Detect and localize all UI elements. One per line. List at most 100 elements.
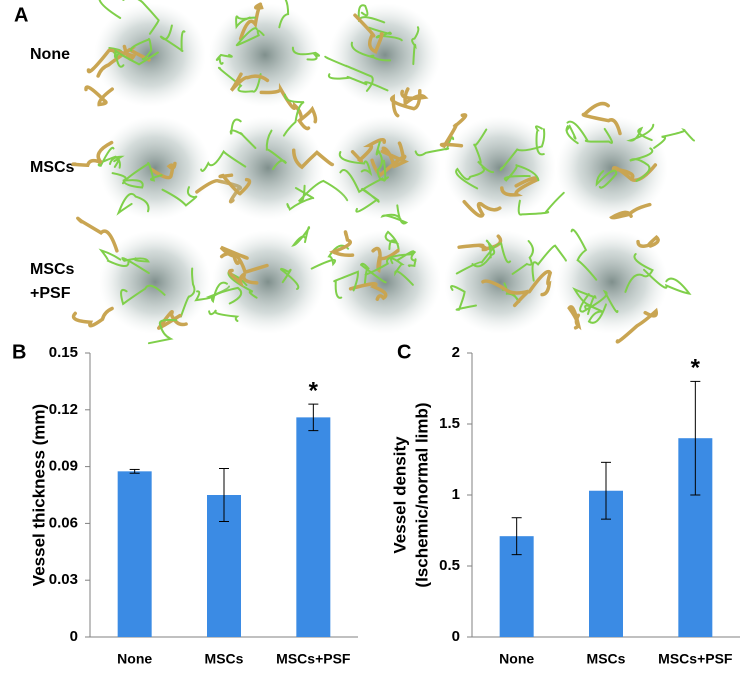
error-bar [690, 380, 701, 496]
vessel [390, 89, 422, 118]
bar [117, 471, 152, 637]
vessel [98, 0, 122, 19]
y-tick-label: 0.03 [49, 571, 78, 588]
x-tick-label: MSCs [587, 651, 626, 667]
vessel [499, 128, 546, 171]
vessel [348, 282, 388, 301]
vessel [367, 26, 403, 42]
vessel [439, 113, 468, 149]
vessel [527, 269, 553, 297]
vessel [629, 147, 654, 182]
vessel [471, 239, 496, 268]
vessel [380, 146, 410, 169]
panel-label: C [397, 341, 411, 363]
significance-marker: * [691, 355, 701, 382]
vessel [324, 55, 374, 92]
vessel [570, 228, 598, 281]
vessel [229, 72, 270, 92]
vessel [235, 15, 257, 30]
vessel-image [329, 116, 455, 225]
vessel [400, 87, 429, 107]
vessel [291, 46, 321, 61]
tissue-cloud [212, 116, 324, 220]
vessel [227, 271, 258, 299]
vessel [624, 253, 654, 293]
vessel [218, 66, 262, 93]
vessel [371, 246, 400, 274]
error-bar [308, 403, 319, 432]
vessel [473, 128, 495, 174]
vessel [230, 249, 269, 275]
vessel [380, 204, 409, 225]
vessel [219, 245, 249, 260]
row-label: +PSF [30, 285, 71, 302]
vessel [407, 251, 417, 268]
y-tick-label: 0.5 [439, 557, 460, 574]
vessel [218, 173, 252, 196]
vessel [455, 166, 486, 190]
vessel [238, 2, 264, 41]
vessel [414, 136, 455, 157]
vessel [500, 176, 539, 197]
vessel [296, 105, 318, 131]
tissue-cloud [94, 3, 206, 107]
vessel [84, 85, 114, 107]
vessel [390, 257, 414, 286]
panel-label: B [12, 341, 26, 363]
vessel [572, 287, 597, 315]
y-tick-label: 0.09 [49, 458, 78, 475]
tissue-cloud [329, 3, 441, 107]
vessel-image [556, 101, 695, 220]
vessel [517, 191, 565, 216]
tissue-cloud [444, 116, 556, 220]
vessel [462, 199, 502, 218]
error-bar [601, 461, 611, 520]
vessel [161, 186, 198, 207]
error-bar [129, 468, 140, 474]
vessel [279, 267, 300, 290]
vessel [259, 82, 304, 121]
vessel [338, 151, 373, 177]
vessel [122, 162, 163, 185]
vessel [355, 187, 380, 213]
y-tick-label: 2 [452, 344, 460, 361]
bar [296, 417, 331, 637]
vessel [71, 140, 114, 168]
vessel-image [200, 93, 349, 220]
vessel [615, 307, 659, 344]
vessel [353, 13, 384, 54]
tissue-cloud [99, 116, 211, 220]
vessel-image [444, 230, 567, 334]
vessel [215, 53, 233, 65]
vessel-image [209, 0, 321, 121]
vessel [96, 47, 151, 78]
vessel [111, 172, 144, 189]
vessel [208, 309, 240, 322]
vessel [350, 41, 392, 62]
vessel [71, 306, 114, 328]
x-tick-label: None [499, 651, 534, 667]
error-bar [511, 517, 522, 556]
row-label: MSCs [30, 159, 75, 176]
y-tick-label: 0.06 [49, 514, 78, 531]
vessel [357, 4, 386, 24]
vessel [310, 244, 350, 270]
vessel [567, 305, 582, 331]
vessel [282, 93, 305, 137]
vessel-image [439, 113, 565, 220]
tissue-cloud [556, 230, 668, 334]
x-tick-label: MSCs+PSF [276, 651, 351, 667]
significance-marker: * [309, 377, 319, 404]
y-axis-title: Vessel density [390, 436, 409, 554]
vessel [364, 250, 415, 276]
vessel [235, 27, 265, 47]
vessel [636, 234, 660, 248]
vessel [359, 262, 387, 285]
row-label: None [30, 46, 70, 63]
vessel [122, 0, 160, 35]
vessel [333, 270, 359, 299]
vessel [109, 155, 125, 168]
vessel [121, 257, 150, 275]
panel-label: A [14, 4, 28, 26]
